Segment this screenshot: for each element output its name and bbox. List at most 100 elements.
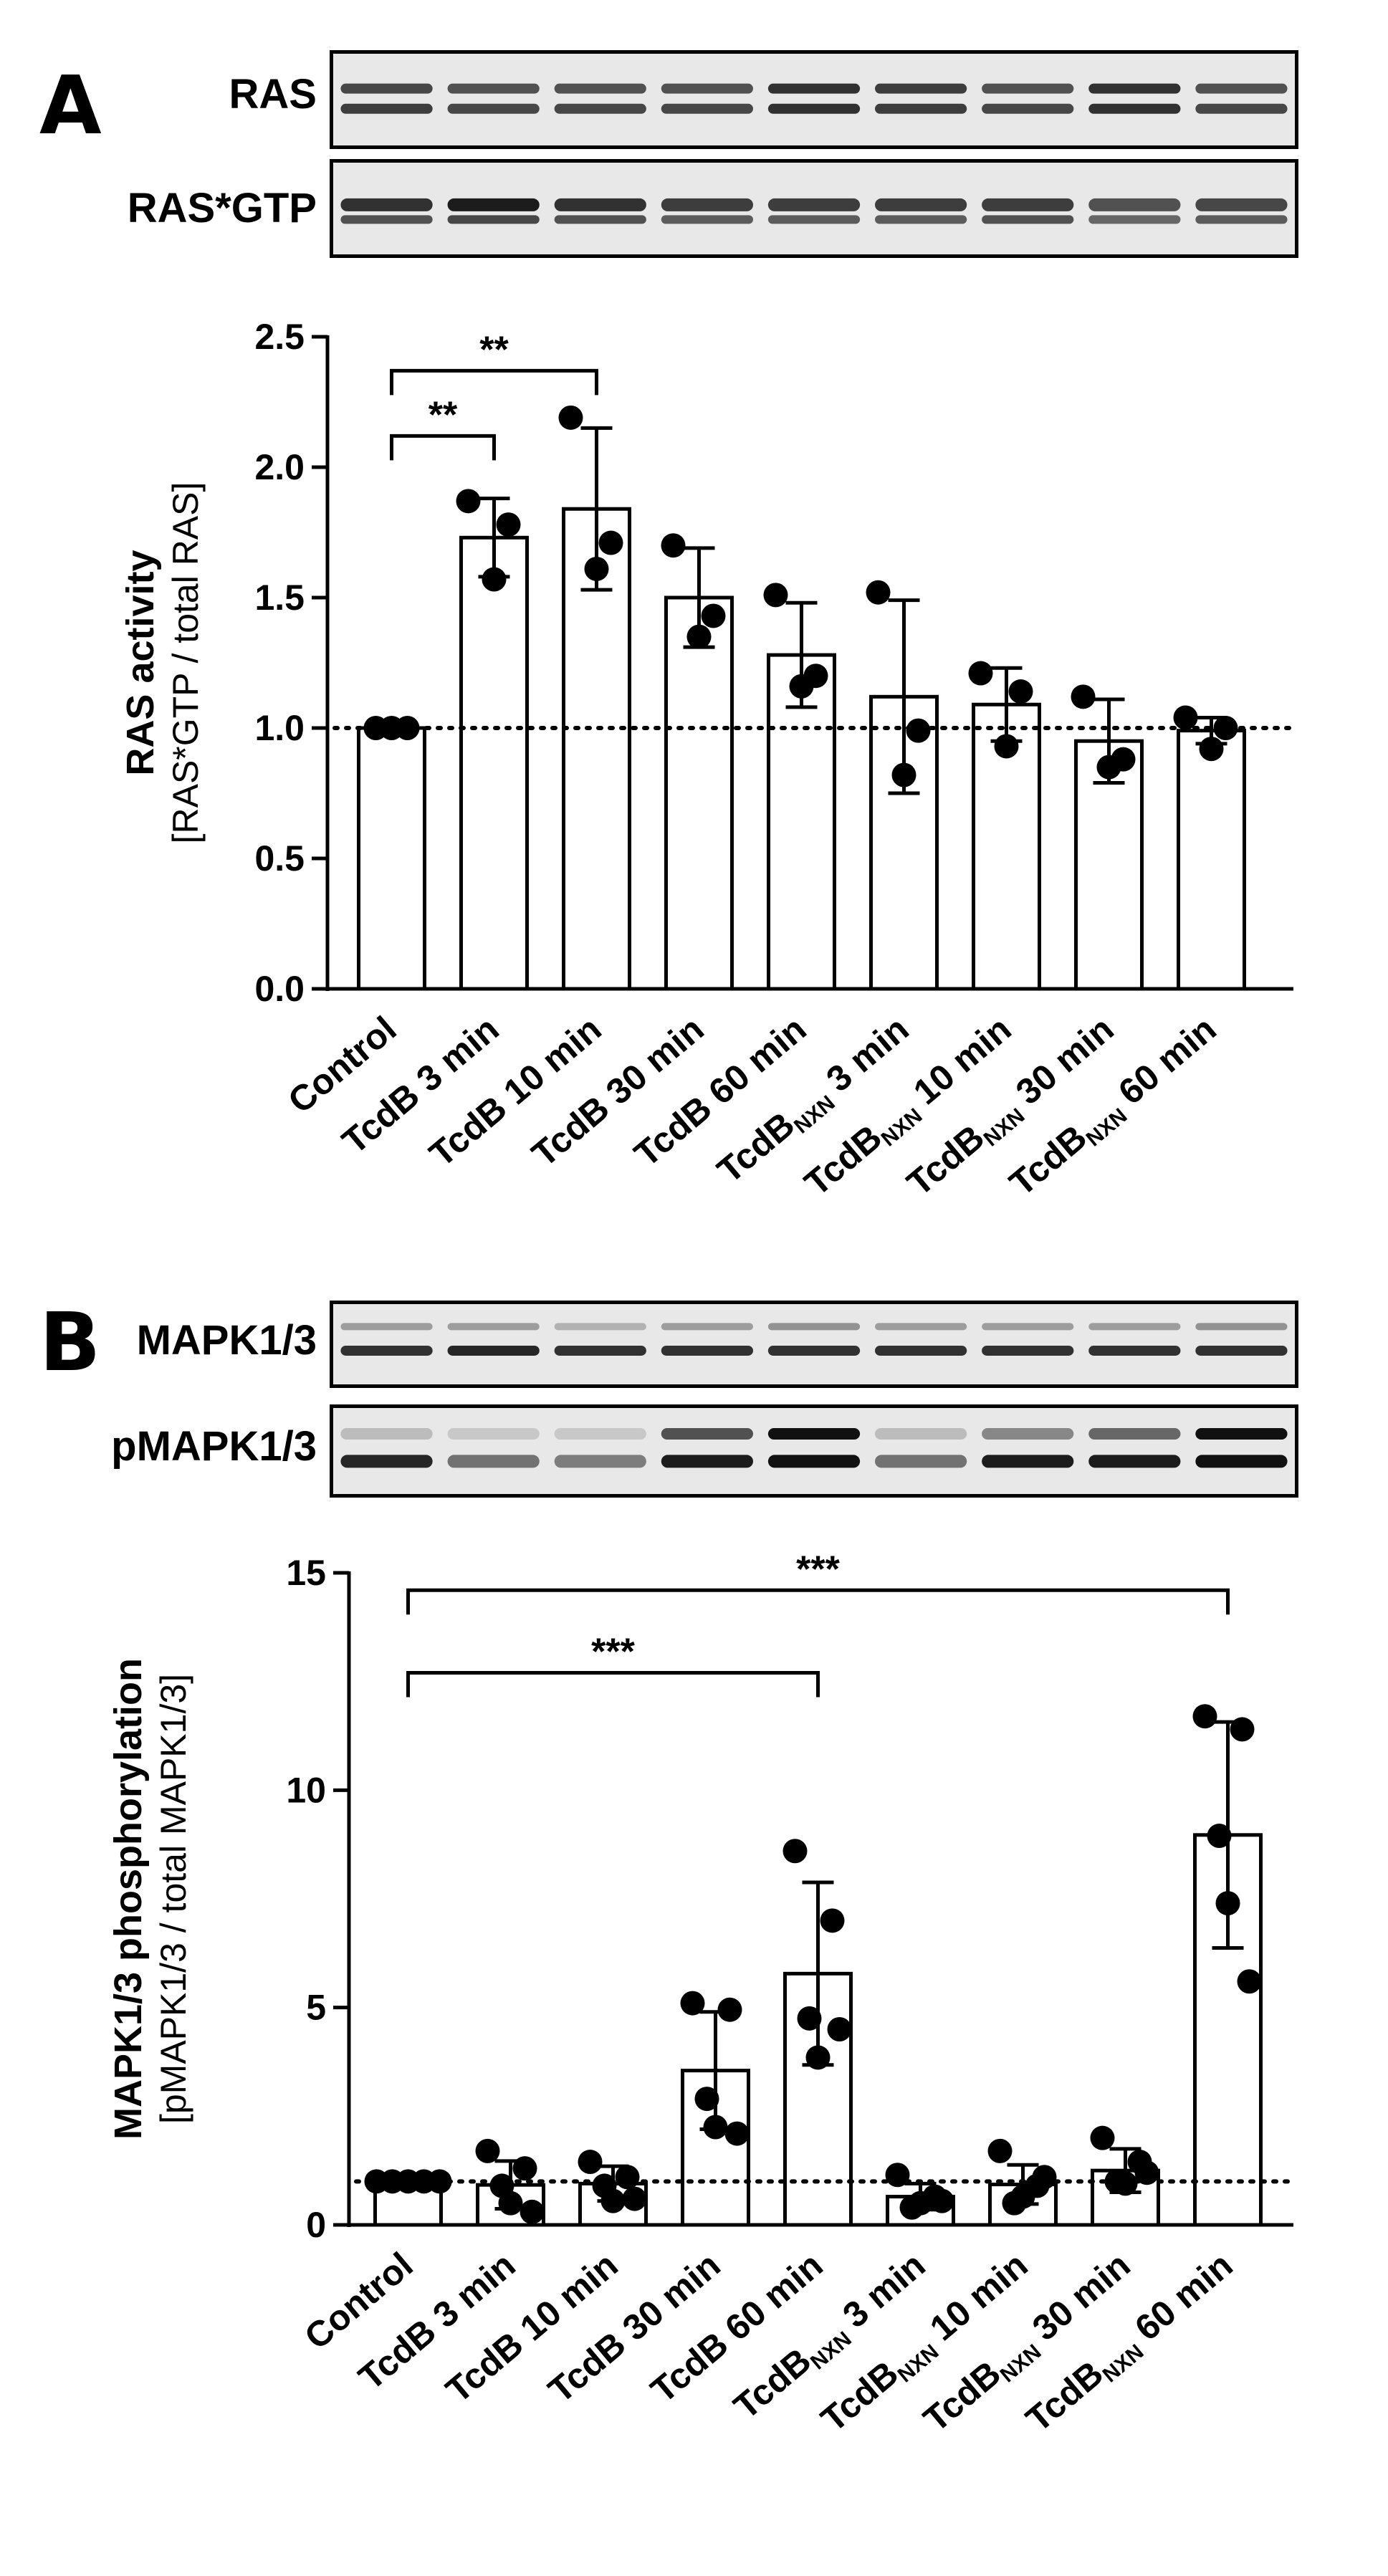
data-point-7-1	[987, 2138, 1013, 2163]
blot-band-1-lane-7	[982, 1455, 1074, 1468]
data-point-3-2	[598, 530, 623, 555]
significance-label-2: **	[479, 329, 509, 370]
data-point-9-4	[1215, 1891, 1240, 1916]
blot-band-0-lane-5	[767, 83, 861, 94]
data-point-7-2	[1008, 679, 1033, 704]
data-point-2-2	[496, 512, 521, 537]
blot-band-1-lane-8	[1088, 215, 1181, 224]
blot-band-0-lane-1	[340, 1323, 433, 1331]
blot-band-0-lane-5	[767, 1428, 861, 1440]
blot-band-0-lane-5	[767, 1323, 861, 1331]
blot-label-pmapk: pMAPK1/3	[111, 1423, 317, 1470]
blot-band-0-lane-1	[340, 1428, 433, 1440]
blot-label-ras-gtp: RAS*GTP	[127, 185, 317, 231]
blot-band-1-lane-3	[554, 1345, 646, 1356]
panel-letter-a: A	[39, 59, 102, 153]
y-tick-label: 10	[286, 1770, 326, 1810]
data-point-7-3	[994, 734, 1019, 759]
y-tick-label: 5	[306, 1988, 326, 2028]
blot-band-0-lane-5	[767, 198, 861, 211]
blot-band-1-lane-5	[767, 103, 861, 114]
data-point-6-4	[908, 2190, 933, 2216]
blot-band-0-lane-8	[1088, 1323, 1181, 1331]
blot-band-0-lane-3	[554, 1323, 646, 1331]
data-point-8-3	[1096, 755, 1121, 780]
data-point-2-4	[498, 2190, 523, 2216]
blot-band-0-lane-4	[661, 1428, 754, 1440]
blot-band-1-lane-7	[982, 215, 1074, 224]
significance-bracket-2	[406, 1588, 1230, 1615]
significance-label-2: ***	[796, 1548, 840, 1590]
bar-2	[459, 535, 529, 991]
bar-9	[1177, 729, 1246, 991]
blot-band-0-lane-2	[447, 198, 540, 211]
data-point-8-4	[1113, 2171, 1138, 2196]
data-point-6-5	[929, 2188, 954, 2213]
blot-band-0-lane-6	[874, 198, 967, 211]
y-tick-label: 1.5	[254, 578, 305, 618]
blot-band-1-lane-5	[767, 1345, 861, 1356]
data-point-5-1	[763, 583, 788, 608]
blot-band-1-lane-9	[1195, 215, 1288, 224]
data-point-3-1	[558, 405, 583, 430]
data-point-7-5	[1032, 2165, 1057, 2190]
data-point-5-5	[827, 2017, 852, 2041]
data-point-4-3	[694, 2087, 719, 2112]
blot-band-0-lane-7	[982, 1428, 1074, 1440]
data-point-3-3	[584, 556, 609, 581]
data-point-1-5	[427, 2169, 452, 2194]
blot-ras	[330, 50, 1298, 149]
blot-band-1-lane-3	[554, 215, 646, 224]
data-point-5-1	[782, 1839, 808, 1864]
blot-band-1-lane-1	[340, 1455, 433, 1468]
y-tick-label: 15	[286, 1553, 326, 1593]
data-point-3-1	[578, 2150, 603, 2175]
y-tick-label: 2.0	[254, 447, 305, 487]
y-axis-sublabel: [RAS*GTP / total RAS]	[166, 482, 206, 844]
blot-band-0-lane-8	[1088, 83, 1181, 94]
blot-band-0-lane-4	[661, 1323, 754, 1331]
data-point-5-3	[797, 2006, 822, 2031]
chart-mapk-phosphorylation: 0 5 10 15 MAPK1/3 phosphorylation [pMAPK1/3 /…	[107, 1548, 1296, 2440]
blot-bands-mapk	[340, 1323, 1288, 1356]
blot-label-mapk: MAPK1/3	[136, 1317, 317, 1364]
blot-band-1-lane-1	[340, 215, 433, 224]
data-point-9-1	[1173, 705, 1198, 730]
data-point-3-2	[615, 2165, 640, 2190]
data-point-8-5	[1134, 2160, 1159, 2185]
data-point-4-2	[701, 603, 726, 628]
blot-band-1-lane-1	[340, 103, 433, 114]
data-point-9-1	[1192, 1704, 1217, 1729]
y-tick-label: 0	[306, 2205, 326, 2245]
y-axis-sublabel: [pMAPK1/3 / total MAPK1/3]	[153, 1674, 193, 2124]
blot-band-0-lane-1	[340, 83, 433, 94]
data-point-9-2	[1230, 1717, 1255, 1742]
bar-1	[357, 726, 426, 991]
data-point-2-2	[512, 2156, 537, 2181]
blot-band-1-lane-4	[661, 1345, 754, 1356]
data-point-3-4	[600, 2188, 626, 2213]
data-point-4-5	[724, 2121, 750, 2146]
blot-band-0-lane-3	[554, 198, 646, 211]
data-point-9-5	[1237, 1969, 1262, 1994]
blot-band-0-lane-7	[982, 198, 1074, 211]
data-point-5-3	[789, 674, 814, 699]
blot-band-0-lane-6	[874, 1323, 967, 1331]
blot-band-0-lane-9	[1195, 1323, 1288, 1331]
blot-band-1-lane-6	[874, 215, 967, 224]
data-point-4-2	[717, 1997, 742, 2022]
blot-band-0-lane-8	[1088, 198, 1181, 211]
blot-band-1-lane-5	[767, 215, 861, 224]
blot-band-0-lane-7	[982, 1323, 1074, 1331]
blot-band-0-lane-4	[661, 83, 754, 94]
blot-band-0-lane-2	[447, 1428, 540, 1440]
blot-band-0-lane-9	[1195, 198, 1288, 211]
data-point-9-2	[1213, 716, 1238, 740]
significance-bracket-1	[390, 434, 496, 461]
y-tick-label: 2.5	[254, 317, 305, 357]
blot-band-0-lane-4	[661, 198, 754, 211]
data-point-5-2	[820, 1908, 845, 1933]
chart-ras-activity: 0.0 0.5 1.0 1.5 2.0 2.5 RAS activity [RAS*GTP /…	[119, 317, 1296, 1204]
blot-band-1-lane-6	[874, 1345, 967, 1356]
data-point-5-4	[805, 2045, 831, 2070]
